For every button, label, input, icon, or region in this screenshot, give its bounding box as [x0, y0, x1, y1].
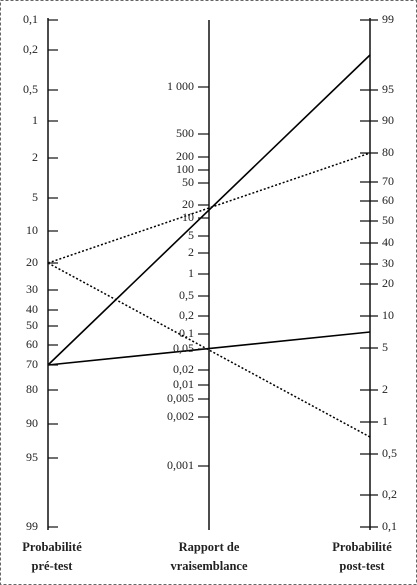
- tick-label: 20: [182, 197, 194, 211]
- tick-label: 70: [382, 174, 394, 188]
- axis-label: Rapport de: [179, 540, 240, 554]
- axis-label: Probabilité: [22, 540, 82, 554]
- tick-label: 80: [26, 382, 38, 396]
- tick-label: 100: [176, 162, 194, 176]
- tick-label: 0,005: [167, 391, 194, 405]
- line-solid-high: [47, 54, 371, 366]
- line-dotted-low: [47, 262, 371, 438]
- tick-label: 95: [26, 450, 38, 464]
- tick-label: 95: [382, 82, 394, 96]
- tick-label: 0,1: [179, 326, 194, 340]
- tick-label: 50: [182, 175, 194, 189]
- axis-label: vraisemblance: [170, 559, 248, 573]
- tick-label: 2: [32, 150, 38, 164]
- tick-label: 0,05: [173, 341, 194, 355]
- axis-label: Probabilité: [332, 540, 392, 554]
- axis-label: pré-test: [32, 559, 74, 573]
- tick-label: 90: [26, 416, 38, 430]
- tick-label: 0,001: [167, 458, 194, 472]
- tick-label: 10: [26, 223, 38, 237]
- tick-label: 60: [382, 193, 394, 207]
- tick-label: 99: [26, 519, 38, 533]
- tick-label: 40: [26, 302, 38, 316]
- tick-label: 0,1: [382, 519, 397, 533]
- tick-label: 2: [382, 382, 388, 396]
- tick-label: 10: [182, 210, 194, 224]
- tick-label: 0,5: [179, 288, 194, 302]
- tick-label: 20: [382, 276, 394, 290]
- tick-label: 5: [382, 340, 388, 354]
- tick-label: 50: [382, 213, 394, 227]
- tick-label: 0,2: [23, 42, 38, 56]
- tick-label: 80: [382, 145, 394, 159]
- line-dotted-high: [47, 152, 371, 264]
- tick-label: 60: [26, 337, 38, 351]
- tick-label: 1 000: [167, 79, 194, 93]
- tick-label: 1: [32, 113, 38, 127]
- tick-label: 0,2: [382, 487, 397, 501]
- tick-label: 0,02: [173, 362, 194, 376]
- tick-label: 70: [26, 357, 38, 371]
- axis-label: post-test: [339, 559, 385, 573]
- tick-label: 5: [188, 228, 194, 242]
- tick-label: 2: [188, 245, 194, 259]
- tick-label: 20: [26, 255, 38, 269]
- tick-label: 0,01: [173, 377, 194, 391]
- tick-label: 5: [32, 190, 38, 204]
- tick-label: 0,1: [23, 12, 38, 26]
- tick-label: 50: [26, 318, 38, 332]
- tick-label: 1: [382, 414, 388, 428]
- tick-label: 30: [382, 256, 394, 270]
- tick-label: 0,5: [382, 446, 397, 460]
- tick-label: 90: [382, 113, 394, 127]
- tick-label: 0,2: [179, 308, 194, 322]
- tick-label: 30: [26, 282, 38, 296]
- tick-label: 10: [382, 308, 394, 322]
- tick-label: 200: [176, 149, 194, 163]
- tick-label: 500: [176, 126, 194, 140]
- tick-label: 0,002: [167, 409, 194, 423]
- tick-label: 99: [382, 12, 394, 26]
- tick-label: 40: [382, 235, 394, 249]
- tick-label: 1: [188, 266, 194, 280]
- tick-label: 0,5: [23, 82, 38, 96]
